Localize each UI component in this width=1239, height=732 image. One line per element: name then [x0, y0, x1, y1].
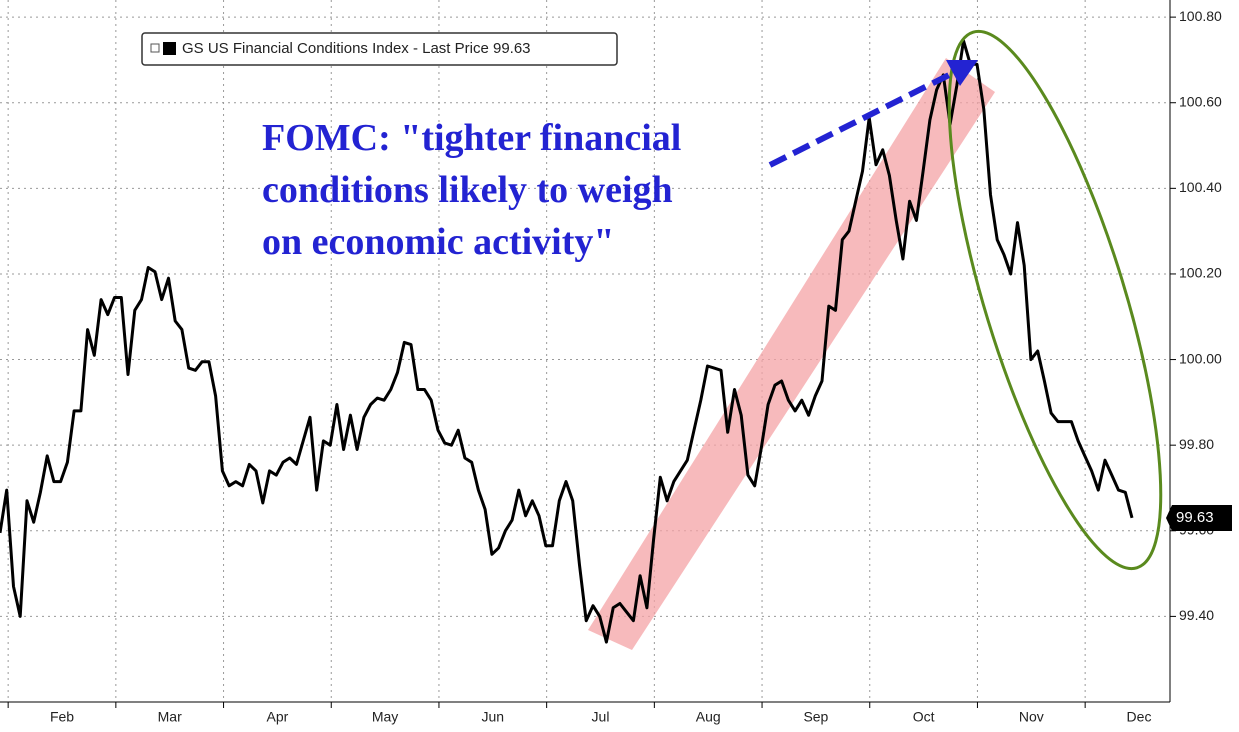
annotation-line: conditions likely to weigh	[262, 169, 673, 211]
legend-toggle	[150, 43, 160, 53]
x-tick-label: Apr	[267, 709, 289, 725]
y-tick-label: 100.00	[1179, 350, 1222, 366]
y-tick-label: 100.20	[1179, 265, 1222, 281]
grid	[0, 0, 1170, 702]
highlight-ellipse	[947, 29, 1163, 571]
y-tick-label: 100.60	[1179, 93, 1222, 109]
legend-swatch	[163, 42, 176, 55]
last-price-box	[1166, 504, 1232, 531]
y-tick-label: 100.40	[1179, 179, 1222, 195]
x-tick-label: Jul	[592, 709, 610, 725]
x-tick-label: Aug	[696, 709, 721, 725]
x-tick-label: Oct	[913, 709, 935, 725]
y-tick-label: 99.80	[1179, 436, 1214, 452]
x-tick-label: Nov	[1019, 709, 1044, 725]
arrow-head	[946, 60, 978, 86]
y-tick-label: 99.40	[1179, 607, 1214, 623]
x-tick-label: Feb	[50, 709, 74, 725]
arrow-shaft	[768, 69, 957, 168]
legend-label: GS US Financial Conditions Index - Last …	[182, 40, 531, 57]
annotation-line: FOMC: "tighter financial	[262, 117, 681, 159]
x-tick-label: Dec	[1127, 709, 1152, 725]
annotation-line: on economic activity"	[262, 221, 614, 263]
x-tick-label: Jun	[482, 709, 505, 725]
legend-box	[141, 32, 618, 66]
x-tick-label: Mar	[158, 709, 182, 725]
x-tick-label: May	[372, 709, 398, 725]
y-tick-label: 100.80	[1179, 8, 1222, 24]
last-price-label: 99.63	[1176, 509, 1214, 526]
x-tick-label: Sep	[803, 709, 828, 725]
